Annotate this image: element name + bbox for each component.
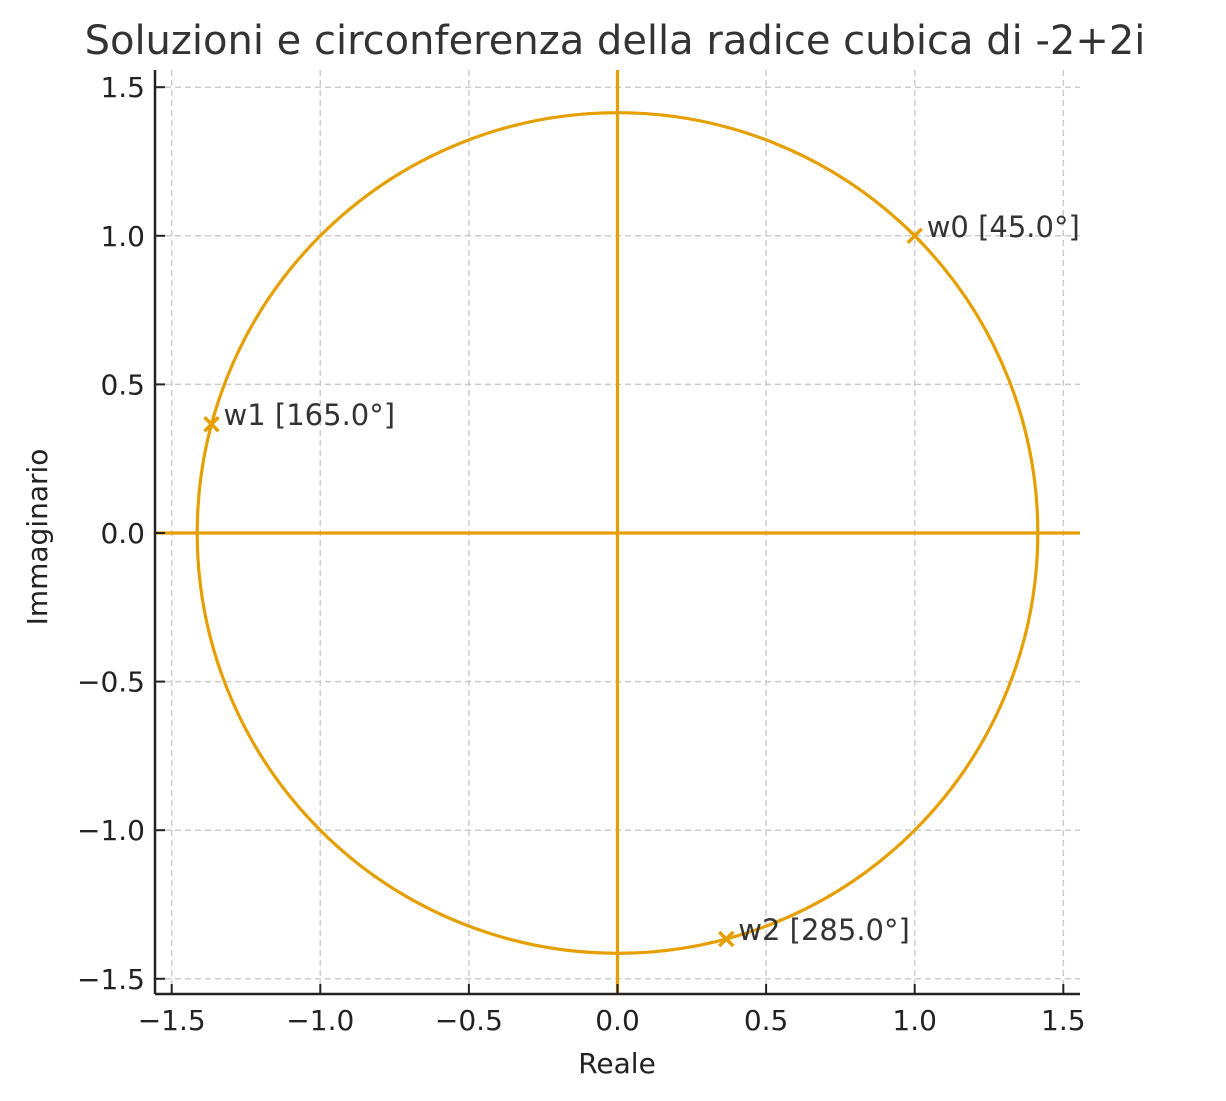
y-tick-label: −1.5: [77, 963, 145, 996]
x-tick-label: 0.0: [595, 1004, 640, 1037]
x-tick-label: −0.5: [435, 1004, 503, 1037]
root-marker: [203, 415, 220, 433]
chart-title: Soluzioni e circonferenza della radice c…: [85, 18, 1146, 64]
y-tick-label: 0.5: [100, 368, 145, 401]
y-tick-label: −0.5: [77, 666, 145, 699]
plot-area: [155, 70, 1080, 994]
y-tick-label: −1.0: [77, 814, 145, 847]
x-tick-label: −1.0: [286, 1004, 354, 1037]
root-label: w0 [45.0°]: [927, 210, 1080, 244]
root-annotations: w0 [45.0°] w1 [165.0°] w2 [285.0°]: [224, 210, 1080, 947]
root-label: w1 [165.0°]: [224, 398, 396, 432]
x-tick-label: 1.5: [1041, 1004, 1086, 1037]
x-tick-label: 0.5: [744, 1004, 789, 1037]
root-marker: [906, 227, 923, 245]
x-axis-ticks: −1.5 −1.0 −0.5 0.0 0.5 1.0 1.5: [138, 984, 1086, 1037]
y-axis-ticks: −1.5 −1.0 −0.5 0.0 0.5 1.0 1.5: [77, 71, 165, 996]
x-marker-icon: [718, 930, 735, 948]
root-label: w2 [285.0°]: [738, 913, 910, 947]
x-tick-label: 1.0: [892, 1004, 937, 1037]
root-marker: [718, 930, 735, 948]
y-tick-label: 1.5: [100, 71, 145, 104]
y-tick-label: 1.0: [100, 220, 145, 253]
x-tick-label: −1.5: [138, 1004, 206, 1037]
y-axis-label: Immaginario: [21, 449, 54, 626]
x-marker-icon: [203, 415, 220, 433]
x-axis-label: Reale: [578, 1047, 656, 1080]
x-marker-icon: [906, 227, 923, 245]
y-tick-label: 0.0: [100, 517, 145, 550]
